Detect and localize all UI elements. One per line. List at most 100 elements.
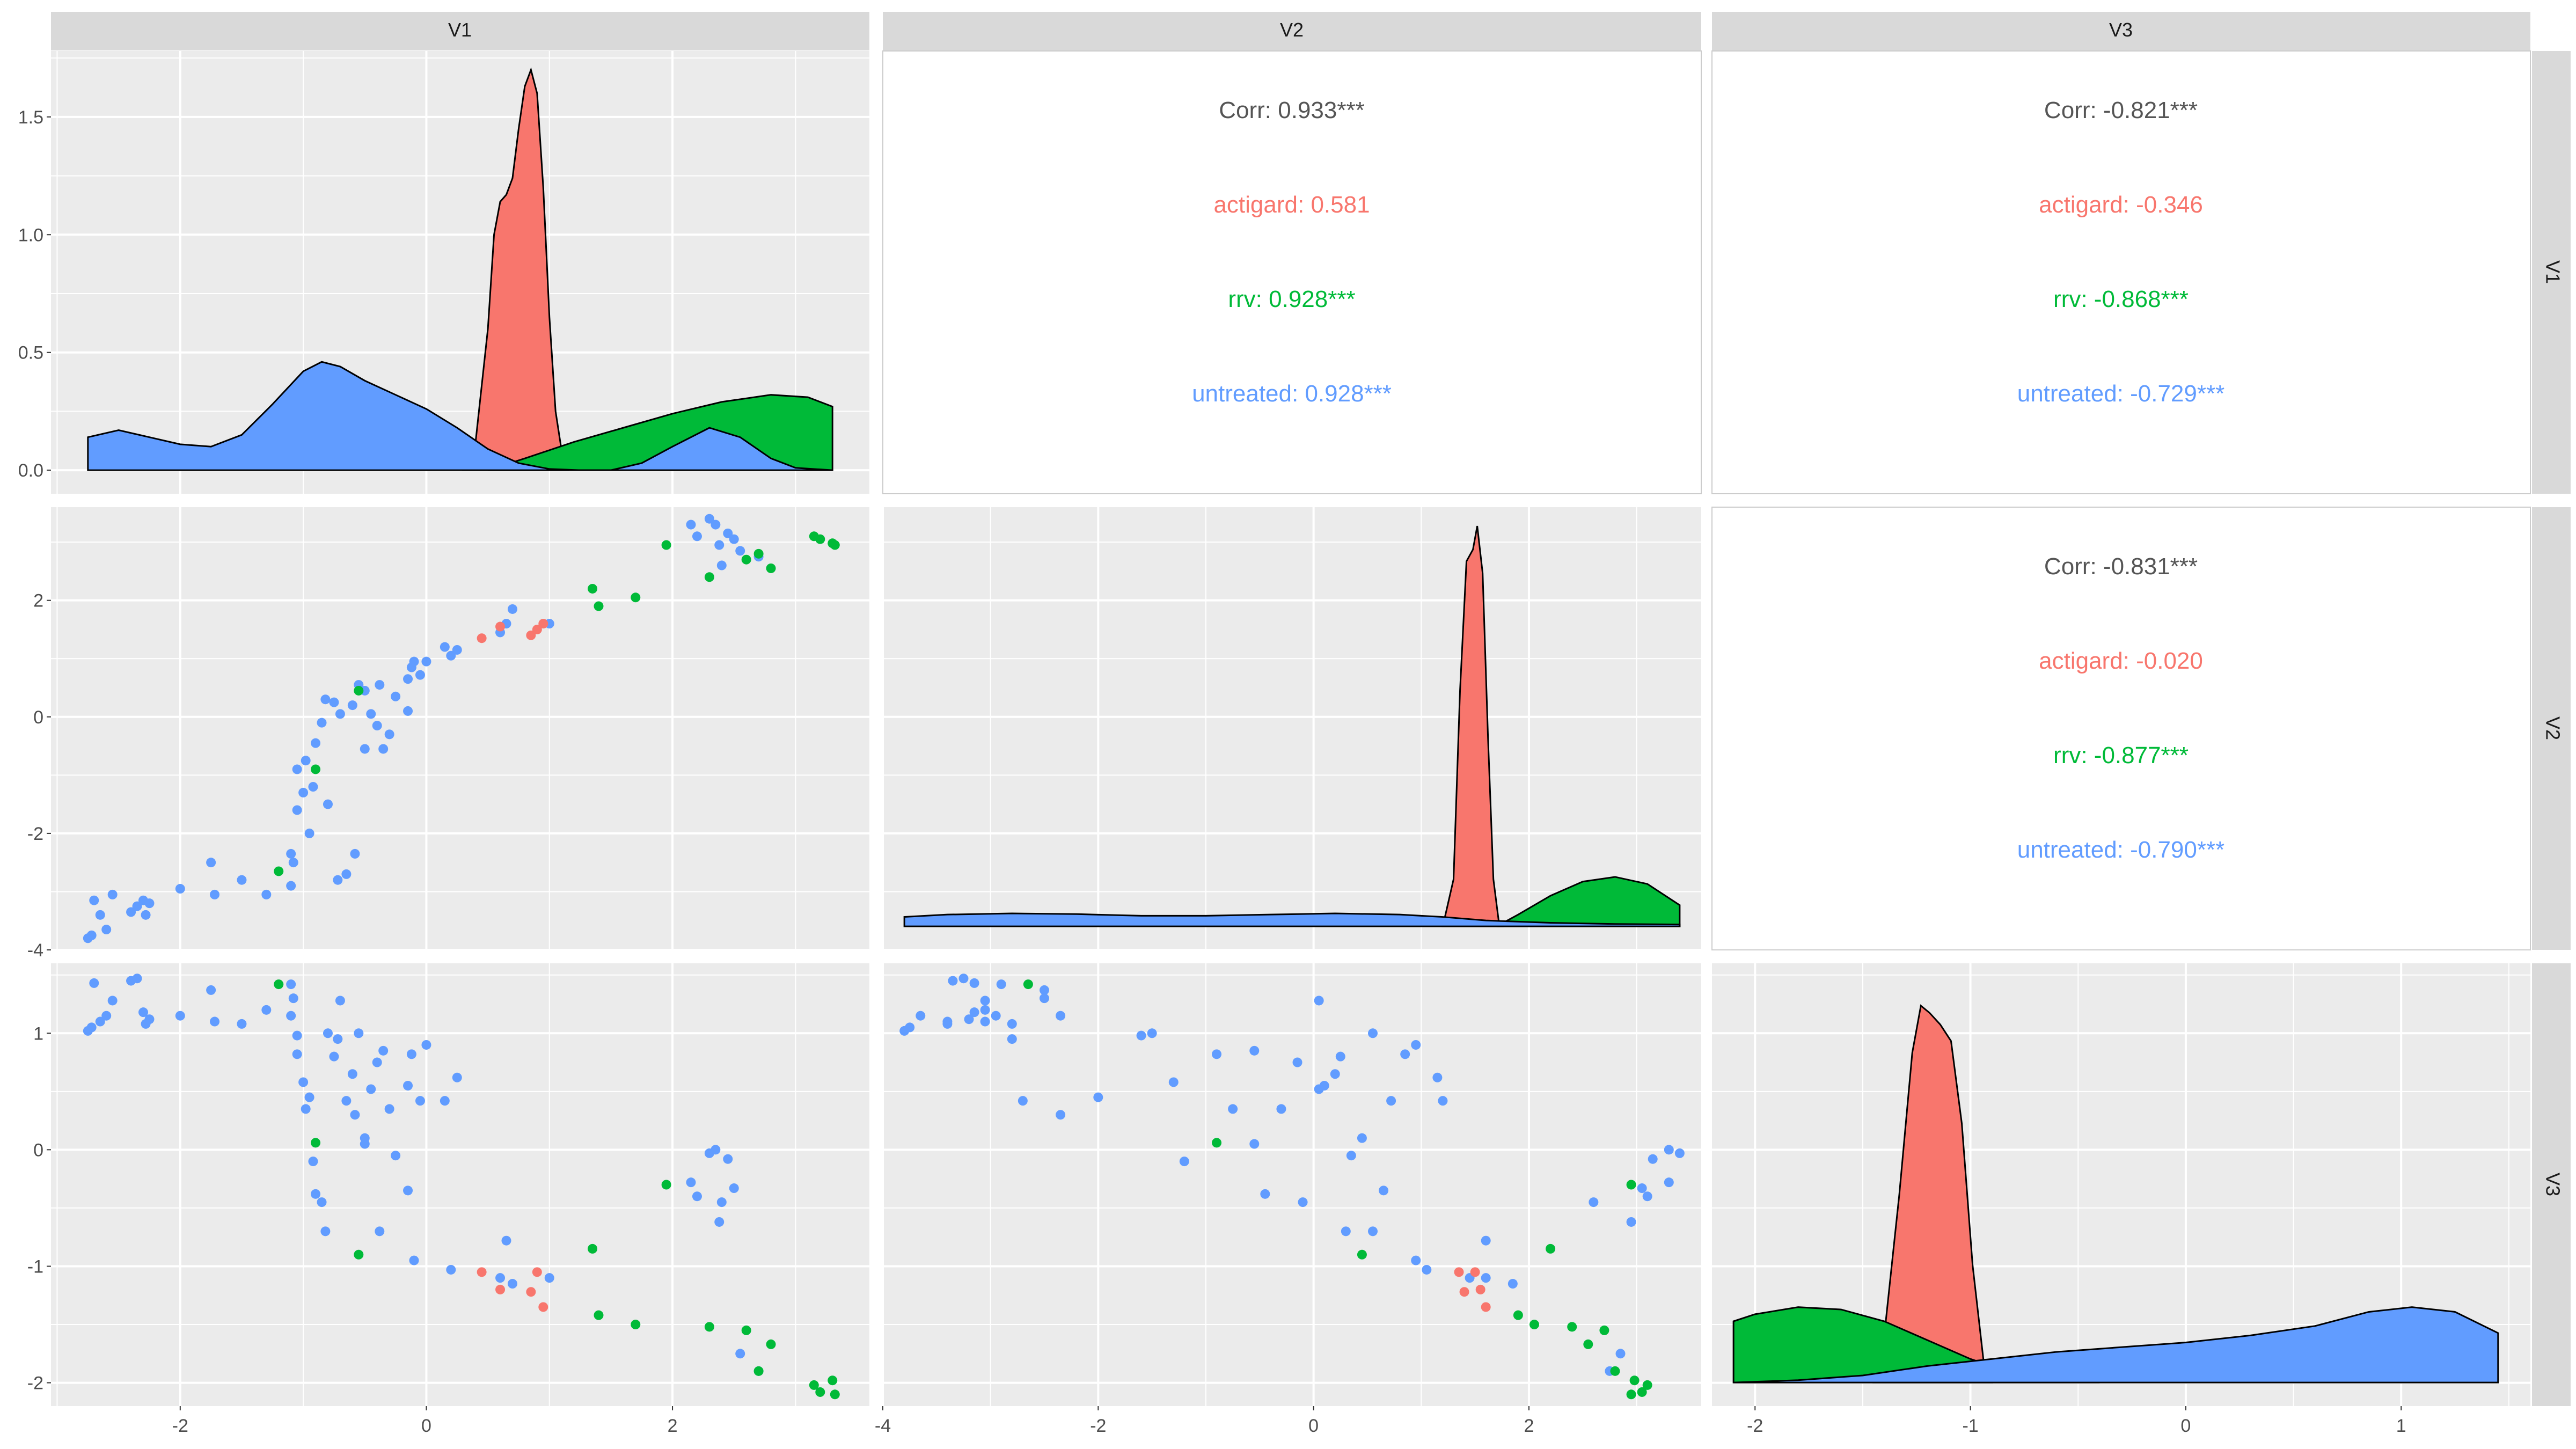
point-untreated — [1422, 1264, 1432, 1275]
point-untreated — [1228, 1104, 1238, 1114]
point-untreated — [735, 1349, 745, 1359]
point-untreated — [347, 700, 357, 711]
point-rrv — [1626, 1180, 1636, 1190]
point-untreated — [1626, 1217, 1636, 1227]
corr-panel-bg — [1711, 50, 2531, 494]
y-tick-label: 0.0 — [18, 460, 43, 481]
point-actigard — [526, 630, 536, 640]
point-untreated — [261, 889, 272, 899]
corr-panel-bg — [882, 50, 1702, 494]
point-untreated — [378, 1045, 389, 1056]
point-untreated — [440, 1096, 450, 1106]
point-untreated — [237, 875, 247, 885]
point-untreated — [1481, 1273, 1491, 1283]
point-untreated — [1648, 1154, 1658, 1164]
point-untreated — [391, 691, 401, 701]
point-rrv — [588, 1243, 598, 1254]
point-untreated — [311, 738, 321, 748]
point-untreated — [384, 729, 394, 740]
column-strips: V1 V2 V3 — [51, 12, 2530, 50]
point-untreated — [372, 1057, 382, 1067]
point-rrv — [274, 979, 284, 990]
point-actigard — [538, 1302, 548, 1312]
point-untreated — [723, 528, 733, 538]
point-untreated — [1411, 1040, 1421, 1050]
point-untreated — [440, 642, 450, 652]
point-untreated — [716, 1197, 727, 1208]
corr-actigard-text: actigard: -0.346 — [2039, 192, 2203, 218]
point-untreated — [286, 1011, 296, 1021]
point-untreated — [288, 993, 298, 1004]
point-untreated — [507, 1279, 517, 1289]
point-untreated — [366, 1084, 376, 1094]
point-untreated — [969, 978, 979, 988]
density-untreated — [903, 912, 1681, 927]
point-untreated — [311, 1189, 321, 1199]
point-untreated — [1346, 1151, 1356, 1161]
corr-untreated-text: untreated: -0.790*** — [2017, 837, 2225, 863]
point-untreated — [421, 656, 431, 667]
point-rrv — [704, 1322, 714, 1332]
panel-background — [51, 963, 869, 1406]
corr-rrv-text: rrv: -0.877*** — [2053, 742, 2189, 769]
point-untreated — [723, 1154, 733, 1164]
point-untreated — [1212, 1049, 1222, 1059]
point-untreated — [1411, 1255, 1421, 1265]
point-untreated — [1093, 1092, 1103, 1102]
strip-row-v2 — [2532, 507, 2571, 950]
point-untreated — [964, 1014, 974, 1024]
density-rrv — [1496, 876, 1681, 927]
scatter-panel-v2-v3 — [882, 963, 1701, 1406]
point-untreated — [403, 1080, 413, 1091]
corr-overall-text: Corr: -0.821*** — [2044, 97, 2198, 123]
point-untreated — [144, 898, 155, 909]
point-untreated — [905, 1022, 915, 1033]
point-actigard — [477, 633, 487, 643]
x-tick-label: -2 — [1090, 1416, 1106, 1436]
point-untreated — [301, 1104, 311, 1114]
point-untreated — [308, 1157, 318, 1167]
point-untreated — [1664, 1145, 1674, 1155]
point-rrv — [828, 1375, 838, 1386]
point-rrv — [1546, 1243, 1556, 1254]
point-actigard — [1454, 1267, 1464, 1277]
point-untreated — [292, 805, 302, 815]
point-untreated — [403, 674, 413, 684]
point-untreated — [1367, 1226, 1378, 1236]
y-tick-label: -4 — [27, 940, 43, 961]
point-untreated — [996, 979, 1006, 990]
point-untreated — [452, 645, 462, 655]
point-untreated — [126, 907, 136, 917]
point-untreated — [292, 1030, 302, 1041]
point-untreated — [948, 976, 958, 986]
point-untreated — [1056, 1110, 1066, 1120]
point-untreated — [1589, 1197, 1599, 1208]
y-tick-label: -2 — [27, 824, 43, 844]
corr-rrv-text: rrv: 0.928*** — [1228, 286, 1355, 312]
point-untreated — [1386, 1096, 1396, 1106]
point-untreated — [286, 848, 296, 859]
y-tick-label: -1 — [27, 1256, 43, 1277]
x-tick-label: -1 — [1962, 1416, 1978, 1436]
point-rrv — [661, 540, 671, 550]
point-untreated — [298, 787, 309, 797]
point-untreated — [1292, 1057, 1302, 1067]
point-untreated — [1379, 1185, 1389, 1196]
x-tick-label: -4 — [875, 1416, 891, 1436]
point-untreated — [95, 910, 105, 920]
corr-untreated-text: untreated: 0.928*** — [1192, 380, 1392, 407]
point-untreated — [1357, 1133, 1367, 1143]
point-untreated — [686, 519, 696, 530]
point-untreated — [1507, 1279, 1518, 1289]
point-untreated — [175, 884, 185, 894]
point-actigard — [532, 1267, 542, 1277]
point-untreated — [323, 799, 333, 809]
point-rrv — [274, 866, 284, 876]
point-rrv — [1357, 1249, 1367, 1260]
point-rrv — [1023, 979, 1033, 990]
point-untreated — [95, 1016, 105, 1027]
point-untreated — [329, 1051, 339, 1062]
point-rrv — [1599, 1325, 1609, 1335]
point-untreated — [501, 1235, 511, 1246]
point-untreated — [86, 1022, 97, 1033]
